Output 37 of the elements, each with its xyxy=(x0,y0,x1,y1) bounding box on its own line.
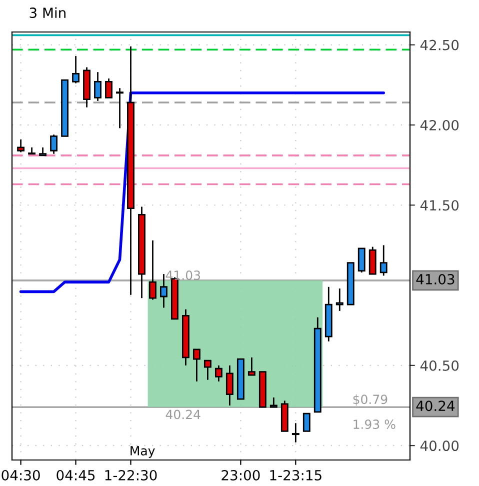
annotation: 1.93 % xyxy=(354,420,396,430)
candlestick xyxy=(160,273,168,308)
annotation: May xyxy=(130,446,155,458)
candlestick xyxy=(226,364,234,406)
candlestick xyxy=(105,78,112,98)
chart-title: 3 Min xyxy=(30,7,66,18)
candlestick xyxy=(50,134,58,155)
candlestick xyxy=(72,55,80,84)
annotation: $0.79 xyxy=(353,394,388,406)
y-tick-label: 41.50 xyxy=(420,200,459,211)
x-tick-label: 23:00 xyxy=(222,470,260,480)
candlestick xyxy=(116,87,124,129)
candlestick xyxy=(358,248,366,274)
x-tick-label: 04:45 xyxy=(56,470,95,480)
annotation: 40.24 xyxy=(166,410,200,420)
candlestick xyxy=(292,422,300,444)
candlestick xyxy=(149,240,156,300)
y-tick-label: 40.50 xyxy=(420,360,459,371)
candlestick xyxy=(380,244,388,276)
candlestick xyxy=(192,348,200,382)
candlestick xyxy=(248,356,256,376)
x-tick-label: 04:30 xyxy=(2,470,40,480)
candlestick xyxy=(204,360,212,381)
candlestick xyxy=(94,71,102,102)
x-tick-label: 1-23:15 xyxy=(270,470,322,480)
y-tick-label: 42.50 xyxy=(420,40,459,50)
annotation: 41.03 xyxy=(166,270,200,280)
candlestick xyxy=(270,396,278,408)
y-tick-label: 40.00 xyxy=(420,440,459,452)
candlestick xyxy=(302,412,310,432)
y-tick-label: 42.00 xyxy=(420,120,459,130)
ref-line-label: 40.24 xyxy=(416,400,455,412)
candlestick xyxy=(17,138,25,153)
candlestick xyxy=(336,288,344,312)
x-tick-label: 1-22:30 xyxy=(105,470,157,480)
ref-line-label: 41.03 xyxy=(416,274,454,284)
candlestick xyxy=(214,364,222,382)
